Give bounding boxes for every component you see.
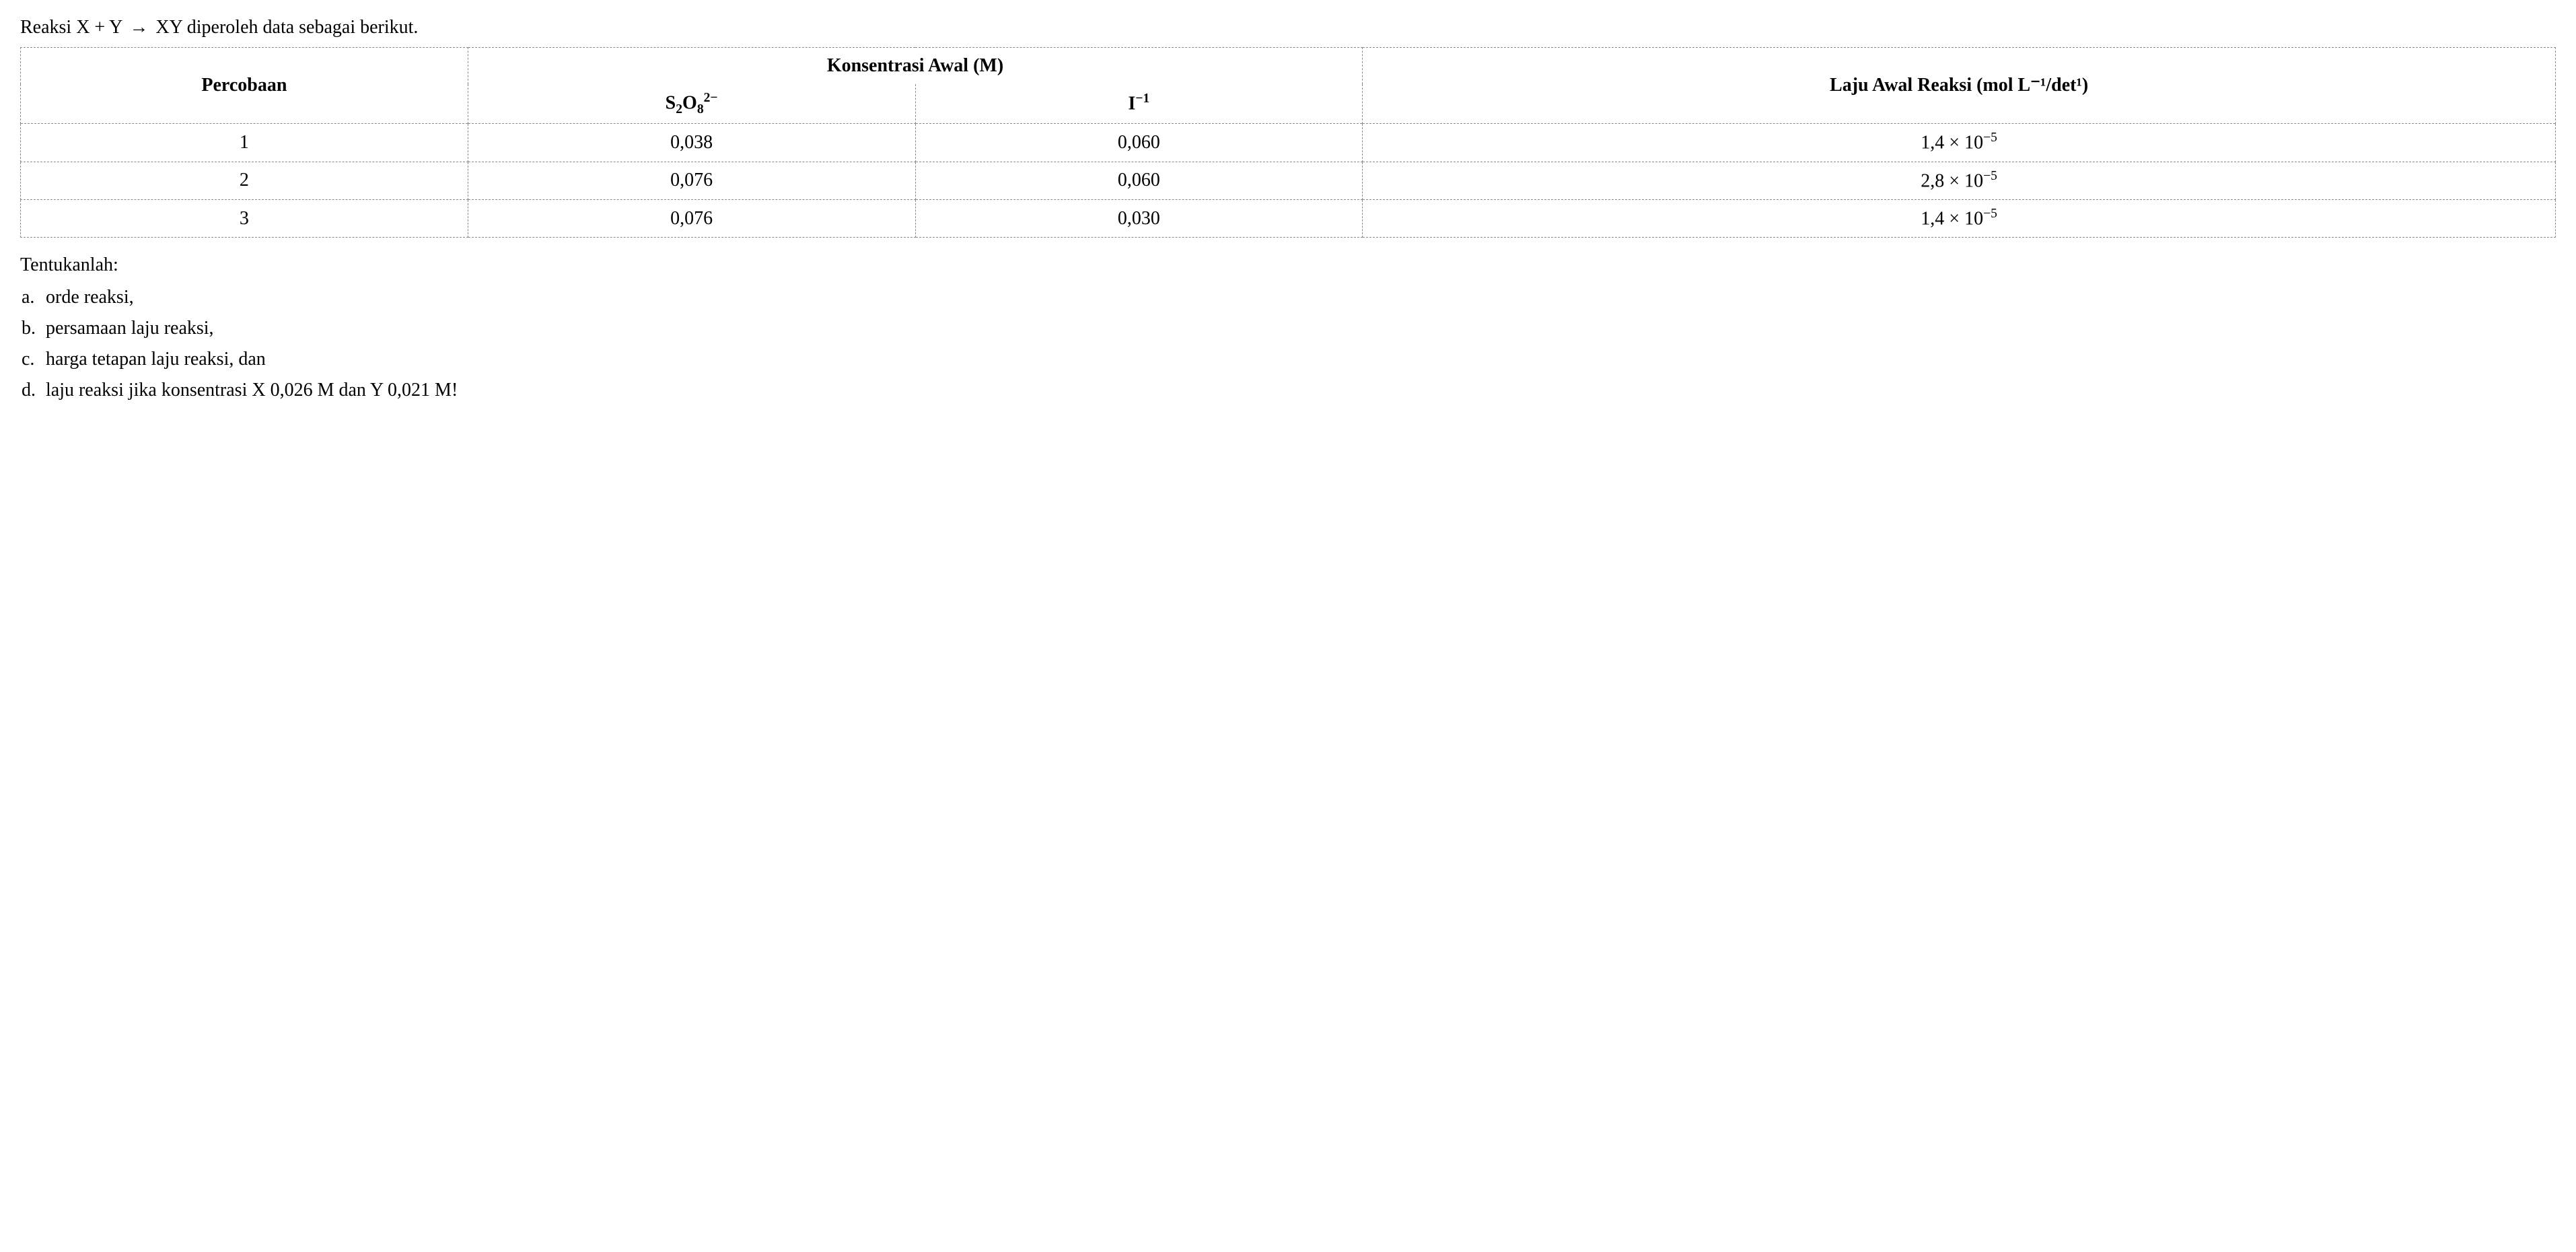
question-label: a. bbox=[20, 283, 46, 312]
cell-s2o8: 0,038 bbox=[468, 124, 915, 162]
question-text: laju reaksi jika konsentrasi X 0,026 M d… bbox=[46, 376, 2556, 405]
cell-percobaan: 1 bbox=[21, 124, 468, 162]
cell-laju: 1,4 × 10−5 bbox=[1363, 199, 2556, 237]
cell-s2o8: 0,076 bbox=[468, 199, 915, 237]
question-text: orde reaksi, bbox=[46, 283, 2556, 312]
list-item: b. persamaan laju reaksi, bbox=[20, 314, 2556, 343]
data-table: Percobaan Konsentrasi Awal (M) Laju Awal… bbox=[20, 47, 2556, 238]
intro-prefix: Reaksi X + Y bbox=[20, 17, 122, 38]
header-percobaan: Percobaan bbox=[21, 48, 468, 124]
question-text: harga tetapan laju reaksi, dan bbox=[46, 345, 2556, 374]
question-label: b. bbox=[20, 314, 46, 343]
intro-suffix: XY diperoleh data sebagai berikut. bbox=[155, 17, 418, 38]
table-row: 1 0,038 0,060 1,4 × 10−5 bbox=[21, 124, 2556, 162]
table-row: 3 0,076 0,030 1,4 × 10−5 bbox=[21, 199, 2556, 237]
list-item: c. harga tetapan laju reaksi, dan bbox=[20, 345, 2556, 374]
cell-percobaan: 2 bbox=[21, 162, 468, 199]
question-text: persamaan laju reaksi, bbox=[46, 314, 2556, 343]
cell-laju: 2,8 × 10−5 bbox=[1363, 162, 2556, 199]
intro-text: Reaksi X + Y → XY diperoleh data sebagai… bbox=[20, 13, 2556, 42]
section-heading: Tentukanlah: bbox=[20, 251, 2556, 279]
question-label: d. bbox=[20, 376, 46, 405]
cell-i: 0,060 bbox=[915, 124, 1363, 162]
header-i: I−1 bbox=[915, 84, 1363, 124]
header-s2o8: S2O82− bbox=[468, 84, 915, 124]
header-laju: Laju Awal Reaksi (mol L⁻¹/det¹) bbox=[1363, 48, 2556, 124]
table-row: 2 0,076 0,060 2,8 × 10−5 bbox=[21, 162, 2556, 199]
cell-i: 0,060 bbox=[915, 162, 1363, 199]
cell-laju: 1,4 × 10−5 bbox=[1363, 124, 2556, 162]
header-konsentrasi: Konsentrasi Awal (M) bbox=[468, 48, 1363, 85]
cell-i: 0,030 bbox=[915, 199, 1363, 237]
list-item: a. orde reaksi, bbox=[20, 283, 2556, 312]
question-label: c. bbox=[20, 345, 46, 374]
arrow-icon: → bbox=[129, 13, 148, 42]
list-item: d. laju reaksi jika konsentrasi X 0,026 … bbox=[20, 376, 2556, 405]
cell-s2o8: 0,076 bbox=[468, 162, 915, 199]
cell-percobaan: 3 bbox=[21, 199, 468, 237]
question-list: a. orde reaksi, b. persamaan laju reaksi… bbox=[20, 283, 2556, 405]
